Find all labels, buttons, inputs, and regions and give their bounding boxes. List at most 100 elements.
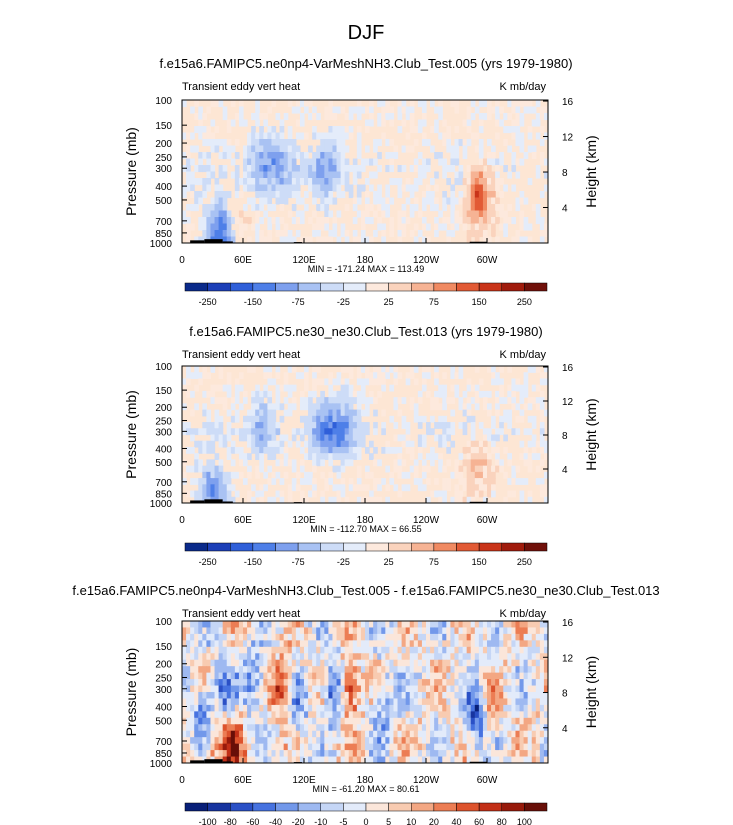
heatmap-cell bbox=[295, 171, 301, 179]
heatmap-cell bbox=[324, 685, 329, 693]
heatmap-cell bbox=[214, 717, 220, 725]
left-string: Transient eddy vert heat bbox=[182, 81, 300, 93]
colorbar-label: 0 bbox=[363, 817, 368, 825]
heatmap-cell bbox=[539, 403, 545, 411]
heatmap-cell bbox=[259, 717, 264, 725]
heatmap-cell bbox=[348, 653, 354, 661]
heatmap-cell bbox=[401, 756, 407, 763]
heatmap-cell bbox=[507, 750, 512, 758]
heatmap-cell bbox=[291, 646, 297, 654]
heatmap-cell bbox=[434, 692, 439, 700]
heatmap-cell bbox=[263, 119, 268, 127]
heatmap-cell bbox=[491, 217, 496, 225]
heatmap-cell bbox=[487, 390, 492, 398]
heatmap-cell bbox=[401, 704, 407, 712]
heatmap-cell bbox=[421, 484, 427, 492]
heatmap-cell bbox=[438, 666, 443, 674]
heatmap-cell bbox=[462, 446, 468, 454]
heatmap-cell bbox=[438, 210, 443, 218]
heatmap-cell bbox=[259, 653, 264, 661]
heatmap-cell bbox=[287, 440, 293, 448]
heatmap-cell bbox=[470, 704, 476, 712]
heatmap-cell bbox=[299, 434, 305, 442]
heatmap-cell bbox=[543, 223, 548, 231]
heatmap-cell bbox=[389, 197, 395, 205]
heatmap-cell bbox=[426, 730, 431, 738]
heatmap-cell bbox=[214, 210, 220, 218]
heatmap-cell bbox=[247, 672, 252, 680]
heatmap-cell bbox=[198, 633, 203, 641]
heatmap-cell bbox=[482, 743, 488, 751]
heatmap-cell bbox=[405, 711, 411, 719]
heatmap-cell bbox=[385, 692, 390, 700]
heatmap-cell bbox=[511, 646, 517, 654]
heatmap-cell bbox=[417, 446, 423, 454]
heatmap-cell bbox=[519, 119, 525, 127]
heatmap-cell bbox=[295, 178, 301, 186]
heatmap-cell bbox=[210, 145, 216, 153]
heatmap-cell bbox=[287, 191, 293, 199]
heatmap-cell bbox=[328, 372, 334, 380]
heatmap-cell bbox=[226, 750, 232, 758]
heatmap-cell bbox=[499, 730, 504, 738]
heatmap-cell bbox=[299, 397, 305, 404]
heatmap-cell bbox=[210, 223, 216, 231]
heatmap-cell bbox=[198, 646, 203, 654]
heatmap-cell bbox=[291, 737, 297, 745]
heatmap-cell bbox=[539, 737, 545, 745]
heatmap-cell bbox=[462, 756, 468, 763]
heatmap-cell bbox=[442, 440, 447, 448]
heatmap-cell bbox=[507, 217, 512, 225]
heatmap-cell bbox=[291, 403, 297, 411]
heatmap-cell bbox=[259, 440, 264, 448]
heatmap-cell bbox=[491, 646, 496, 654]
heatmap-cell bbox=[271, 496, 277, 503]
heatmap-cell bbox=[198, 132, 203, 140]
heatmap-cell bbox=[519, 698, 525, 706]
heatmap-cell bbox=[462, 119, 468, 127]
heatmap-cell bbox=[515, 711, 521, 719]
heatmap-cell bbox=[438, 132, 443, 140]
heatmap-cell bbox=[462, 459, 468, 467]
heatmap-cell bbox=[263, 717, 268, 725]
heatmap-cell bbox=[198, 158, 203, 166]
heatmap-cell bbox=[243, 685, 248, 693]
heatmap-cell bbox=[466, 750, 472, 758]
heatmap-cell bbox=[304, 750, 309, 758]
heatmap-cell bbox=[543, 750, 548, 758]
heatmap-cell bbox=[234, 698, 240, 706]
heatmap-cell bbox=[405, 378, 411, 386]
heatmap-cell bbox=[182, 653, 187, 661]
heatmap-cell bbox=[299, 152, 305, 160]
heatmap-cell bbox=[369, 119, 374, 127]
heatmap-cell bbox=[234, 191, 240, 199]
heatmap-cell bbox=[255, 236, 260, 243]
heatmap-cell bbox=[194, 428, 199, 436]
heatmap-cell bbox=[487, 453, 492, 461]
heatmap-cell bbox=[348, 113, 354, 121]
heatmap-cell bbox=[462, 403, 468, 411]
heatmap-cell bbox=[421, 666, 427, 674]
heatmap-cell bbox=[267, 730, 273, 738]
heatmap-cell bbox=[482, 397, 488, 404]
heatmap-cell bbox=[442, 390, 447, 398]
heatmap-cell bbox=[287, 236, 293, 243]
heatmap-cell bbox=[365, 756, 370, 763]
heatmap-cell bbox=[487, 403, 492, 411]
heatmap-cell bbox=[409, 692, 415, 700]
heatmap-cell bbox=[222, 197, 228, 205]
heatmap-cell bbox=[491, 366, 496, 373]
heatmap-cell bbox=[287, 178, 293, 186]
heatmap-cell bbox=[328, 440, 334, 448]
heatmap-cell bbox=[299, 178, 305, 186]
heatmap-cell bbox=[316, 204, 321, 212]
colorbar-label: -100 bbox=[199, 817, 217, 825]
heatmap-cell bbox=[352, 679, 358, 687]
heatmap-cell bbox=[210, 724, 216, 732]
heatmap-cell bbox=[450, 666, 456, 674]
heatmap-cell bbox=[251, 627, 256, 635]
heatmap-cell bbox=[202, 653, 207, 661]
heatmap-cell bbox=[344, 496, 350, 503]
heatmap-cell bbox=[336, 372, 342, 380]
heatmap-cell bbox=[251, 704, 256, 712]
